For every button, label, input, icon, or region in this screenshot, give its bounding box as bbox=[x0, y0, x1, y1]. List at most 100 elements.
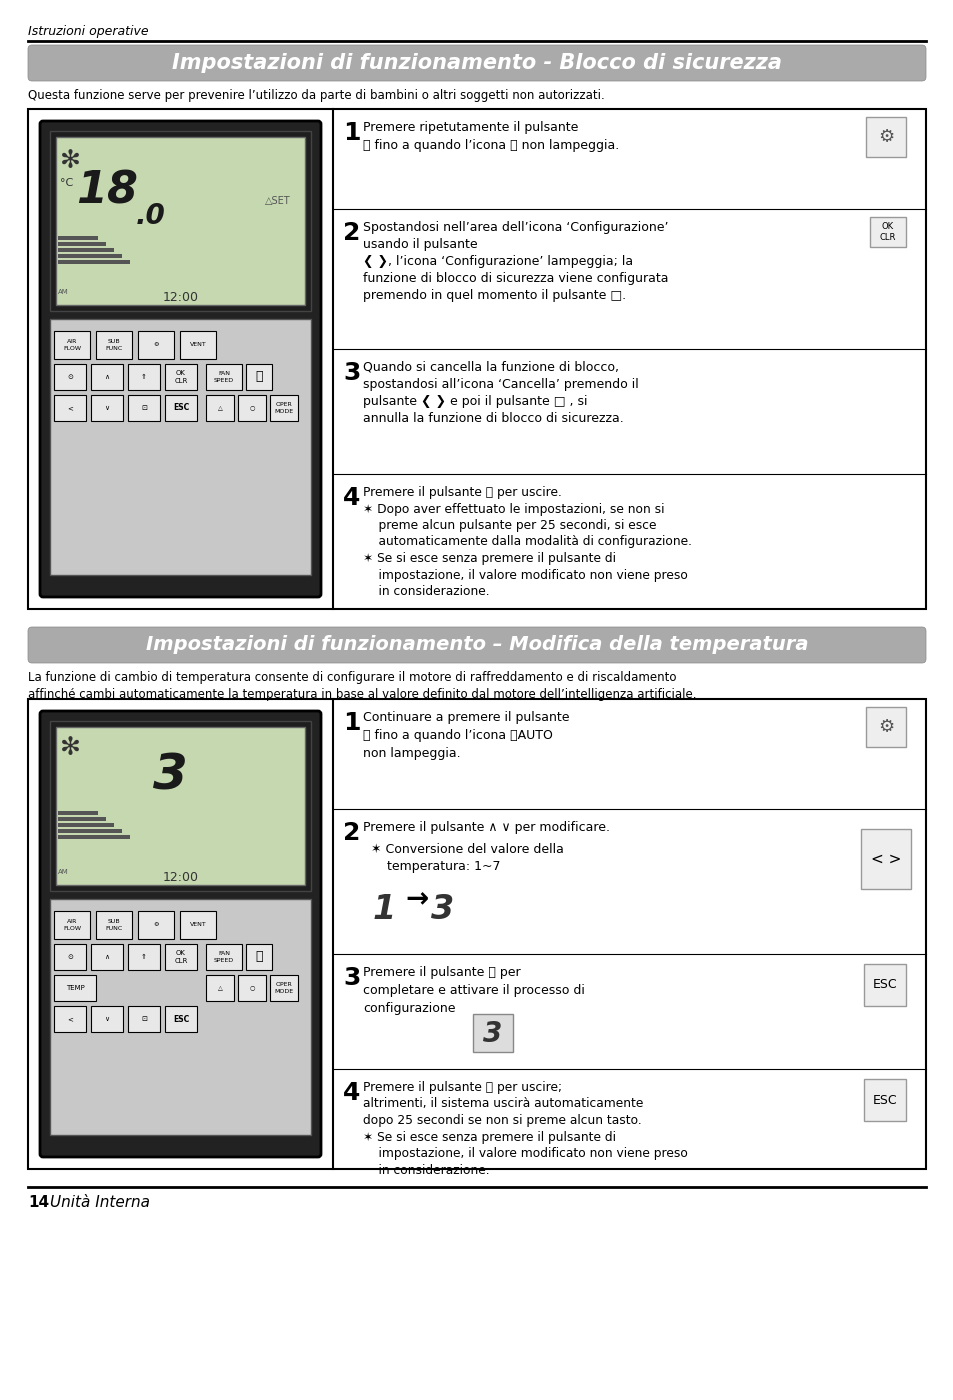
FancyBboxPatch shape bbox=[40, 711, 320, 1156]
Text: 3: 3 bbox=[483, 1021, 502, 1049]
Text: ESC: ESC bbox=[872, 1093, 897, 1106]
Bar bbox=[96, 911, 132, 939]
Text: OPER
MODE: OPER MODE bbox=[274, 983, 294, 994]
Bar bbox=[206, 944, 242, 970]
Text: △SET: △SET bbox=[265, 196, 291, 206]
Bar bbox=[206, 395, 233, 421]
Bar bbox=[863, 965, 905, 1007]
FancyBboxPatch shape bbox=[40, 120, 320, 596]
Bar bbox=[50, 319, 311, 575]
Text: ○: ○ bbox=[249, 986, 254, 991]
Text: ⊡: ⊡ bbox=[141, 405, 147, 412]
Text: 3: 3 bbox=[343, 361, 360, 385]
Text: ∨: ∨ bbox=[104, 1016, 110, 1022]
Bar bbox=[54, 330, 90, 358]
Bar bbox=[54, 395, 86, 421]
Bar bbox=[54, 364, 86, 391]
Bar bbox=[56, 137, 305, 305]
Text: TEMP: TEMP bbox=[66, 986, 84, 991]
Text: 4: 4 bbox=[343, 486, 360, 510]
Text: ⇑: ⇑ bbox=[141, 953, 147, 960]
Text: OPER
MODE: OPER MODE bbox=[274, 402, 294, 413]
Text: Quando si cancella la funzione di blocco,
spostandosi all’icona ‘Cancella’ preme: Quando si cancella la funzione di blocco… bbox=[363, 361, 639, 426]
Bar bbox=[863, 1079, 905, 1121]
Bar bbox=[237, 395, 266, 421]
Text: 1: 1 bbox=[373, 893, 395, 925]
Bar bbox=[180, 911, 215, 939]
Bar bbox=[128, 944, 160, 970]
Text: Impostazioni di funzionamento – Modifica della temperatura: Impostazioni di funzionamento – Modifica… bbox=[146, 636, 807, 655]
Text: Premere il pulsante ∧ ∨ per modificare.: Premere il pulsante ∧ ∨ per modificare. bbox=[363, 820, 609, 834]
Text: FAN
SPEED: FAN SPEED bbox=[213, 952, 233, 963]
Text: OK
CLR: OK CLR bbox=[174, 370, 188, 384]
Bar bbox=[58, 823, 113, 827]
Text: 3: 3 bbox=[431, 893, 454, 925]
Text: ⏻: ⏻ bbox=[255, 371, 262, 384]
Text: FAN
SPEED: FAN SPEED bbox=[213, 371, 233, 382]
Text: ⏻: ⏻ bbox=[255, 951, 262, 963]
Text: Premere ripetutamente il pulsante
ⓘ fino a quando l’icona 🔒 non lampeggia.: Premere ripetutamente il pulsante ⓘ fino… bbox=[363, 120, 618, 153]
Text: ⚙: ⚙ bbox=[153, 923, 158, 927]
Text: ⊙: ⊙ bbox=[67, 374, 72, 379]
Text: SUB
FUNC: SUB FUNC bbox=[105, 339, 123, 350]
Text: <: < bbox=[67, 1016, 72, 1022]
Text: .0: .0 bbox=[136, 202, 166, 230]
Text: 3: 3 bbox=[343, 966, 360, 990]
Text: °C: °C bbox=[60, 178, 73, 188]
Bar bbox=[54, 974, 96, 1001]
Bar bbox=[50, 721, 311, 890]
Bar bbox=[91, 395, 123, 421]
Bar bbox=[58, 811, 98, 815]
Text: Continuare a premere il pulsante
ⓘ fino a quando l’icona ⓐAUTO
non lampeggia.: Continuare a premere il pulsante ⓘ fino … bbox=[363, 711, 569, 760]
Bar bbox=[91, 1007, 123, 1032]
FancyBboxPatch shape bbox=[28, 45, 925, 81]
Text: Premere il pulsante ␛ per
completare e attivare il processo di
configurazione: Premere il pulsante ␛ per completare e a… bbox=[363, 966, 584, 1015]
Bar bbox=[58, 829, 122, 833]
Text: ESC: ESC bbox=[172, 1015, 189, 1023]
Text: Istruzioni operative: Istruzioni operative bbox=[28, 25, 149, 38]
Text: 2: 2 bbox=[343, 221, 360, 245]
Text: OK
CLR: OK CLR bbox=[879, 223, 895, 242]
Bar bbox=[50, 899, 311, 1135]
Bar bbox=[128, 364, 160, 391]
Bar bbox=[869, 217, 905, 246]
Text: < >: < > bbox=[870, 851, 901, 867]
Bar bbox=[128, 395, 160, 421]
Bar bbox=[270, 974, 297, 1001]
Bar bbox=[58, 237, 98, 239]
Bar bbox=[58, 253, 122, 258]
Text: Spostandosi nell’area dell’icona ‘Configurazione’
usando il pulsante
❮ ❯, l’icon: Spostandosi nell’area dell’icona ‘Config… bbox=[363, 221, 668, 302]
FancyBboxPatch shape bbox=[28, 627, 925, 664]
Bar bbox=[165, 944, 196, 970]
Bar bbox=[865, 707, 905, 748]
Bar bbox=[28, 699, 925, 1169]
Bar bbox=[138, 911, 173, 939]
Text: ESC: ESC bbox=[872, 979, 897, 991]
Text: ⚙: ⚙ bbox=[877, 127, 893, 146]
Bar bbox=[91, 364, 123, 391]
Bar bbox=[206, 364, 242, 391]
Text: ∧: ∧ bbox=[104, 374, 110, 379]
Bar bbox=[58, 242, 106, 246]
Text: 12:00: 12:00 bbox=[162, 871, 198, 883]
Bar bbox=[91, 944, 123, 970]
Text: ESC: ESC bbox=[172, 403, 189, 413]
Bar bbox=[246, 944, 272, 970]
Text: OK
CLR: OK CLR bbox=[174, 951, 188, 963]
Bar bbox=[54, 911, 90, 939]
Bar bbox=[165, 1007, 196, 1032]
Text: Unità Interna: Unità Interna bbox=[50, 1196, 150, 1210]
Text: 18: 18 bbox=[76, 169, 138, 213]
Bar bbox=[246, 364, 272, 391]
Bar bbox=[165, 395, 196, 421]
Text: VENT: VENT bbox=[190, 923, 206, 927]
Text: 1: 1 bbox=[343, 120, 360, 146]
Text: SUB
FUNC: SUB FUNC bbox=[105, 920, 123, 931]
Text: 3: 3 bbox=[153, 752, 188, 799]
Bar bbox=[58, 818, 106, 820]
Text: Questa funzione serve per prevenire l’utilizzo da parte di bambini o altri sogge: Questa funzione serve per prevenire l’ut… bbox=[28, 90, 604, 102]
Text: ∧: ∧ bbox=[104, 953, 110, 960]
Bar bbox=[54, 944, 86, 970]
Bar bbox=[138, 330, 173, 358]
Bar bbox=[165, 364, 196, 391]
